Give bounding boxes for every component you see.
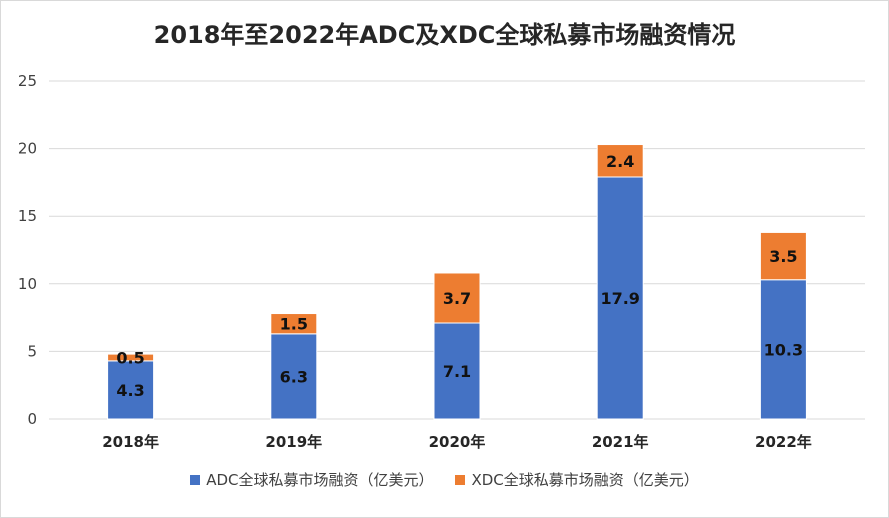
data-label-series0-3: 17.9 [600, 289, 639, 308]
y-tick-label-15: 15 [18, 207, 37, 225]
bar-series0-3 [596, 176, 644, 420]
bar-series0-0 [107, 360, 155, 420]
x-tick-label-1: 2019年 [265, 433, 322, 451]
legend-label-adc: ADC全球私募市场融资（亿美元） [206, 471, 434, 489]
data-label-series1-0: 0.5 [116, 348, 144, 367]
x-tick-label-4: 2022年 [755, 433, 812, 451]
legend-swatch-adc [190, 474, 201, 485]
y-tick-label-20: 20 [18, 140, 37, 158]
data-label-series1-2: 3.7 [443, 289, 471, 308]
x-tick-label-3: 2021年 [592, 433, 649, 451]
bar-series1-0 [107, 353, 155, 362]
legend-swatch-xdc [455, 474, 466, 485]
y-tick-label-25: 25 [18, 72, 37, 90]
bar-series1-1 [270, 313, 318, 335]
data-label-series1-4: 3.5 [769, 247, 797, 266]
legend-label-xdc: XDC全球私募市场融资（亿美元） [471, 471, 699, 489]
data-label-series1-1: 1.5 [280, 315, 308, 334]
x-tick-label-0: 2018年 [102, 433, 159, 451]
bar-series0-4 [759, 279, 807, 420]
x-tick-label-2: 2020年 [429, 433, 486, 451]
bar-series1-4 [759, 231, 807, 281]
y-tick-label-5: 5 [27, 342, 37, 360]
data-label-series0-4: 10.3 [764, 340, 803, 359]
y-tick-label-0: 0 [27, 410, 37, 428]
data-label-series0-1: 6.3 [280, 367, 308, 386]
legend: ADC全球私募市场融资（亿美元） XDC全球私募市场融资（亿美元） [1, 469, 888, 490]
legend-item-adc: ADC全球私募市场融资（亿美元） [190, 469, 433, 490]
legend-item-xdc: XDC全球私募市场融资（亿美元） [455, 469, 699, 490]
data-label-series0-2: 7.1 [443, 362, 471, 381]
data-label-series0-0: 4.3 [116, 381, 144, 400]
bar-series0-1 [270, 333, 318, 420]
bar-series1-3 [596, 144, 644, 178]
bar-series1-2 [433, 272, 481, 324]
chart-title: 2018年至2022年ADC及XDC全球私募市场融资情况 [153, 21, 736, 49]
y-tick-label-10: 10 [18, 275, 37, 293]
data-label-series1-3: 2.4 [606, 152, 634, 171]
